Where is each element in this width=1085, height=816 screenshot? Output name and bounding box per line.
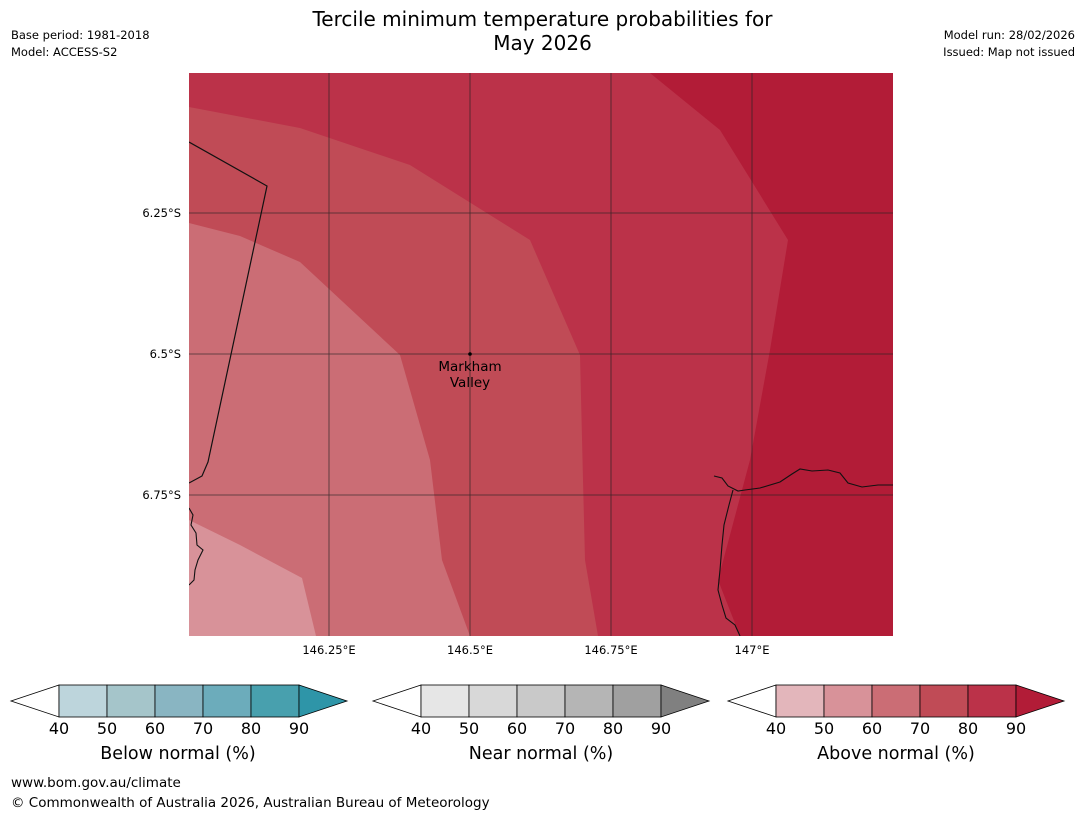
lon-label-146-75: 146.75°E bbox=[584, 643, 638, 657]
colorbar-segment bbox=[202, 684, 252, 718]
colorbar-segment bbox=[871, 684, 921, 718]
colorbar-segment bbox=[919, 684, 969, 718]
place-label: Markham Valley bbox=[420, 359, 520, 391]
colorbar-tick-label: 60 bbox=[144, 719, 166, 738]
colorbar-label-near: Near normal (%) bbox=[468, 744, 614, 764]
lon-label-146-5: 146.5°E bbox=[447, 643, 493, 657]
title-line-2: May 2026 bbox=[493, 31, 592, 55]
lat-label-6-75: 6.75°S bbox=[142, 488, 181, 502]
map-title: Tercile minimum temperature probabilitie… bbox=[0, 7, 1085, 55]
lon-label-146-25: 146.25°E bbox=[302, 643, 356, 657]
colorbar-tick-label: 50 bbox=[813, 719, 835, 738]
colorbar-extend-high bbox=[660, 684, 711, 718]
colorbar-segment bbox=[468, 684, 518, 718]
colorbar-tick-label: 40 bbox=[410, 719, 432, 738]
lat-label-6-5: 6.5°S bbox=[149, 347, 181, 361]
colorbar-tick-label: 60 bbox=[506, 719, 528, 738]
colorbar-extend-high bbox=[298, 684, 349, 718]
colorbar-segment bbox=[967, 684, 1017, 718]
colorbar-tick-label: 40 bbox=[48, 719, 70, 738]
colorbar-tick-label: 70 bbox=[909, 719, 931, 738]
colorbar-tick-label: 80 bbox=[240, 719, 262, 738]
colorbar-tick-label: 70 bbox=[192, 719, 214, 738]
colorbar-segment bbox=[612, 684, 662, 718]
colorbar-below-normal bbox=[9, 684, 349, 718]
colorbar-segment bbox=[58, 684, 108, 718]
colorbar-tick-label: 70 bbox=[554, 719, 576, 738]
colorbar-segment bbox=[250, 684, 300, 718]
colorbar-segment bbox=[775, 684, 825, 718]
lon-label-147: 147°E bbox=[734, 643, 770, 657]
place-name-line-2: Valley bbox=[449, 375, 491, 391]
colorbar-segment bbox=[154, 684, 204, 718]
colorbar-tick-label: 90 bbox=[1005, 719, 1027, 738]
colorbar-segment bbox=[564, 684, 614, 718]
colorbar-near-normal bbox=[371, 684, 711, 718]
title-line-1: Tercile minimum temperature probabilitie… bbox=[312, 7, 773, 31]
model-run: Model run: 28/02/2026 bbox=[943, 28, 1075, 42]
colorbar-extend-low bbox=[726, 684, 777, 718]
model-name: Model: ACCESS-S2 bbox=[11, 45, 118, 59]
border-line bbox=[189, 141, 268, 484]
issued-status: Issued: Map not issued bbox=[943, 45, 1075, 59]
place-name-line-1: Markham bbox=[438, 359, 502, 375]
colorbar-segment bbox=[823, 684, 873, 718]
colorbar-segment bbox=[106, 684, 156, 718]
colorbar-tick-label: 50 bbox=[96, 719, 118, 738]
colorbar-extend-high bbox=[1015, 684, 1066, 718]
colorbar-extend-low bbox=[9, 684, 60, 718]
band-50 bbox=[189, 520, 316, 636]
colorbar-tick-label: 80 bbox=[957, 719, 979, 738]
base-period: Base period: 1981-2018 bbox=[11, 28, 150, 42]
footer-url: www.bom.gov.au/climate bbox=[11, 775, 181, 791]
colorbar-extend-low bbox=[371, 684, 422, 718]
gridlines bbox=[189, 73, 893, 636]
colorbar-tick-label: 40 bbox=[765, 719, 787, 738]
colorbar-label-below: Below normal (%) bbox=[100, 744, 256, 764]
colorbar-tick-label: 60 bbox=[861, 719, 883, 738]
colorbar-segment bbox=[516, 684, 566, 718]
colorbar-label-above: Above normal (%) bbox=[817, 744, 975, 764]
footer-copyright: © Commonwealth of Australia 2026, Austra… bbox=[11, 795, 490, 811]
town-marker bbox=[468, 352, 472, 356]
coastline-east bbox=[713, 468, 893, 492]
coastline-peninsula bbox=[717, 489, 741, 636]
meta-right: Model run: 28/02/2026 Issued: Map not is… bbox=[943, 27, 1075, 61]
band-60 bbox=[189, 223, 470, 636]
colorbar-above-normal bbox=[726, 684, 1066, 718]
colorbar-tick-label: 50 bbox=[458, 719, 480, 738]
lat-label-6-25: 6.25°S bbox=[142, 206, 181, 220]
coastline-west bbox=[189, 507, 204, 586]
colorbar-tick-label: 90 bbox=[650, 719, 672, 738]
meta-left: Base period: 1981-2018 Model: ACCESS-S2 bbox=[11, 27, 150, 61]
colorbar-segment bbox=[420, 684, 470, 718]
colorbar-tick-label: 90 bbox=[288, 719, 310, 738]
colorbar-tick-label: 80 bbox=[602, 719, 624, 738]
